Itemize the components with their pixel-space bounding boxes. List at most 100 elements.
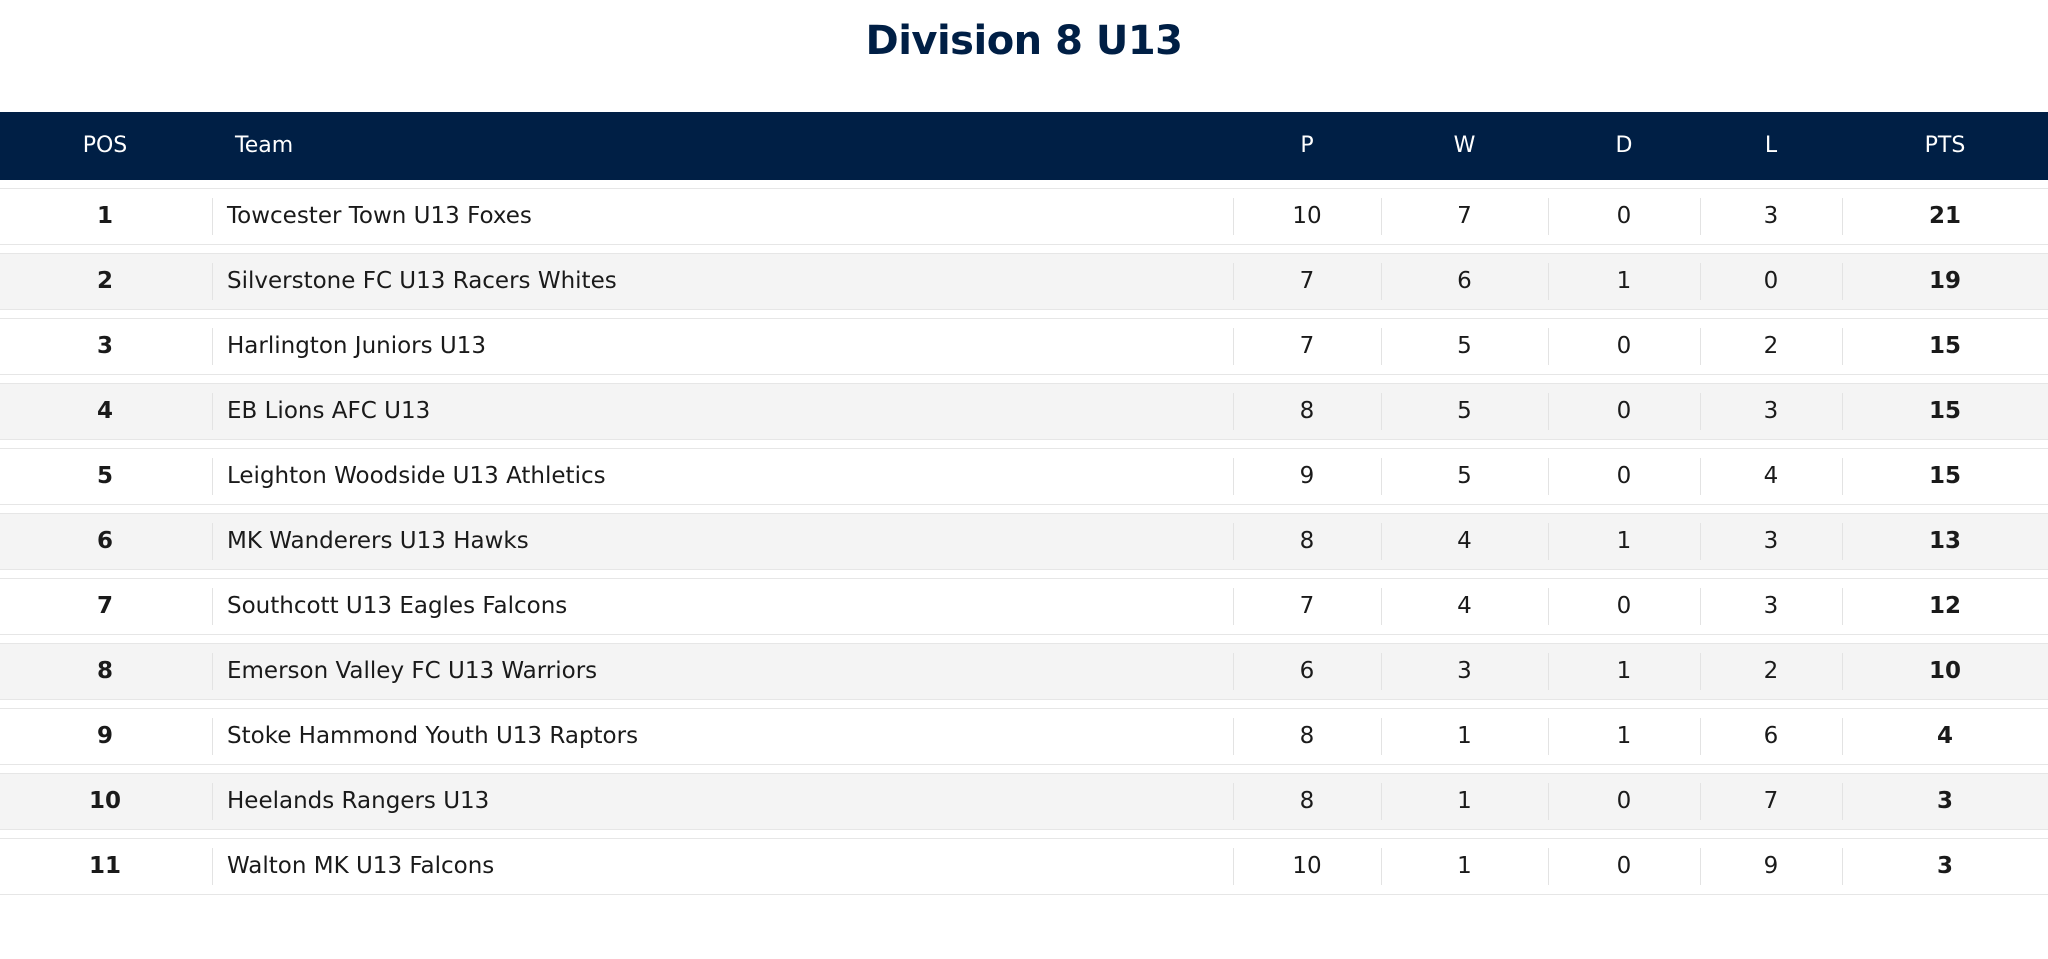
cell-played: 7: [1233, 319, 1381, 374]
league-table: POS Team P W D L PTS 1 Towcester Town U13…: [0, 112, 2048, 895]
cell-team[interactable]: Heelands Rangers U13: [212, 774, 1232, 829]
cell-team[interactable]: EB Lions AFC U13: [212, 384, 1232, 439]
page-title: Division 8 U13: [865, 18, 1183, 64]
cell-won: 5: [1381, 384, 1548, 439]
cell-points: 15: [1842, 449, 2048, 504]
team-name[interactable]: Towcester Town U13 Foxes: [227, 203, 532, 229]
table-row: 2 Silverstone FC U13 Racers Whites 7 6 1 0 19: [0, 253, 2048, 310]
cell-team[interactable]: Stoke Hammond Youth U13 Raptors: [212, 709, 1232, 764]
header-team[interactable]: Team: [235, 133, 294, 158]
table-row: 7 Southcott U13 Eagles Falcons 7 4 0 3 12: [0, 578, 2048, 635]
header-points[interactable]: PTS: [1924, 133, 1966, 158]
table-row: 11 Walton MK U13 Falcons 10 1 0 9 3: [0, 838, 2048, 895]
cell-team[interactable]: Walton MK U13 Falcons: [212, 839, 1232, 894]
cell-played: 7: [1233, 579, 1381, 634]
cell-won: 1: [1381, 839, 1548, 894]
cell-won: 5: [1381, 449, 1548, 504]
cell-pos: 2: [96, 268, 113, 294]
cell-played: 8: [1233, 709, 1381, 764]
cell-pos: 3: [96, 333, 113, 359]
cell-points: 12: [1842, 579, 2048, 634]
cell-drawn: 0: [1548, 189, 1700, 244]
cell-team[interactable]: Harlington Juniors U13: [212, 319, 1232, 374]
team-name[interactable]: EB Lions AFC U13: [227, 398, 431, 424]
table-row: 10 Heelands Rangers U13 8 1 0 7 3: [0, 773, 2048, 830]
table-header: POS Team P W D L PTS: [0, 112, 2048, 180]
cell-pos: 10: [88, 788, 121, 814]
cell-points: 4: [1842, 709, 2048, 764]
cell-drawn: 1: [1548, 254, 1700, 309]
cell-drawn: 0: [1548, 384, 1700, 439]
header-lost[interactable]: L: [1764, 133, 1778, 158]
table-body: 1 Towcester Town U13 Foxes 10 7 0 3 21 2 Silvers…: [0, 188, 2048, 895]
team-name[interactable]: Stoke Hammond Youth U13 Raptors: [227, 723, 639, 749]
team-name[interactable]: Harlington Juniors U13: [227, 333, 487, 359]
cell-points: 3: [1842, 839, 2048, 894]
cell-played: 6: [1233, 644, 1381, 699]
table-row: 9 Stoke Hammond Youth U13 Raptors 8 1 1 6 4: [0, 708, 2048, 765]
team-name[interactable]: MK Wanderers U13 Hawks: [227, 528, 529, 554]
cell-lost: 3: [1700, 514, 1842, 569]
cell-lost: 9: [1700, 839, 1842, 894]
cell-lost: 0: [1700, 254, 1842, 309]
cell-won: 4: [1381, 579, 1548, 634]
header-won[interactable]: W: [1453, 133, 1476, 158]
team-name[interactable]: Emerson Valley FC U13 Warriors: [227, 658, 598, 684]
team-name[interactable]: Walton MK U13 Falcons: [227, 853, 495, 879]
cell-pos: 5: [96, 463, 113, 489]
cell-points: 3: [1842, 774, 2048, 829]
team-name[interactable]: Leighton Woodside U13 Athletics: [227, 463, 606, 489]
cell-points: 21: [1842, 189, 2048, 244]
cell-pos: 1: [96, 203, 113, 229]
cell-won: 1: [1381, 709, 1548, 764]
cell-pos: 4: [96, 398, 113, 424]
cell-pos: 6: [96, 528, 113, 554]
cell-drawn: 0: [1548, 839, 1700, 894]
cell-team[interactable]: Emerson Valley FC U13 Warriors: [212, 644, 1232, 699]
team-name[interactable]: Silverstone FC U13 Racers Whites: [227, 268, 617, 294]
cell-lost: 3: [1700, 579, 1842, 634]
cell-team[interactable]: Towcester Town U13 Foxes: [212, 189, 1232, 244]
cell-won: 6: [1381, 254, 1548, 309]
cell-played: 10: [1233, 839, 1381, 894]
table-row: 8 Emerson Valley FC U13 Warriors 6 3 1 2 10: [0, 643, 2048, 700]
table-row: 1 Towcester Town U13 Foxes 10 7 0 3 21: [0, 188, 2048, 245]
cell-team[interactable]: Silverstone FC U13 Racers Whites: [212, 254, 1232, 309]
cell-points: 13: [1842, 514, 2048, 569]
cell-points: 15: [1842, 384, 2048, 439]
cell-won: 7: [1381, 189, 1548, 244]
cell-lost: 6: [1700, 709, 1842, 764]
table-row: 5 Leighton Woodside U13 Athletics 9 5 0 4 15: [0, 448, 2048, 505]
cell-played: 8: [1233, 384, 1381, 439]
cell-lost: 3: [1700, 189, 1842, 244]
cell-lost: 7: [1700, 774, 1842, 829]
cell-lost: 2: [1700, 644, 1842, 699]
cell-won: 1: [1381, 774, 1548, 829]
cell-team[interactable]: MK Wanderers U13 Hawks: [212, 514, 1232, 569]
header-pos[interactable]: POS: [82, 133, 128, 158]
team-name[interactable]: Heelands Rangers U13: [227, 788, 490, 814]
cell-won: 3: [1381, 644, 1548, 699]
cell-points: 19: [1842, 254, 2048, 309]
cell-drawn: 0: [1548, 579, 1700, 634]
cell-drawn: 0: [1548, 774, 1700, 829]
cell-played: 8: [1233, 774, 1381, 829]
cell-drawn: 0: [1548, 319, 1700, 374]
cell-points: 15: [1842, 319, 2048, 374]
header-drawn[interactable]: D: [1615, 133, 1633, 158]
cell-played: 7: [1233, 254, 1381, 309]
table-row: 4 EB Lions AFC U13 8 5 0 3 15: [0, 383, 2048, 440]
cell-pos: 8: [96, 658, 113, 684]
cell-played: 9: [1233, 449, 1381, 504]
cell-won: 5: [1381, 319, 1548, 374]
cell-lost: 3: [1700, 384, 1842, 439]
team-name[interactable]: Southcott U13 Eagles Falcons: [227, 593, 568, 619]
cell-played: 10: [1233, 189, 1381, 244]
cell-lost: 2: [1700, 319, 1842, 374]
cell-team[interactable]: Southcott U13 Eagles Falcons: [212, 579, 1232, 634]
header-played[interactable]: P: [1300, 133, 1314, 158]
cell-pos: 7: [96, 593, 113, 619]
table-row: 6 MK Wanderers U13 Hawks 8 4 1 3 13: [0, 513, 2048, 570]
cell-won: 4: [1381, 514, 1548, 569]
cell-team[interactable]: Leighton Woodside U13 Athletics: [212, 449, 1232, 504]
